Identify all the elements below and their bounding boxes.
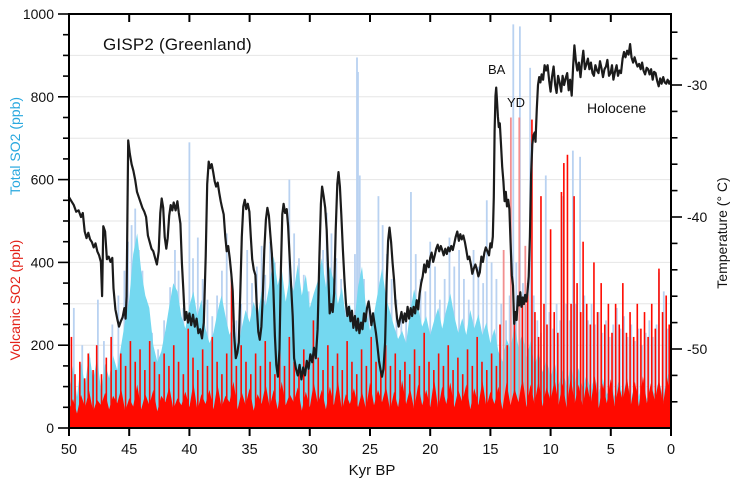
svg-text:50: 50 xyxy=(61,442,77,458)
svg-text:25: 25 xyxy=(362,442,378,458)
svg-text:5: 5 xyxy=(607,442,615,458)
right-axis-title-temperature: Temperature (° C) xyxy=(714,177,730,289)
svg-text:0: 0 xyxy=(667,442,675,458)
svg-text:-30: -30 xyxy=(687,77,707,93)
svg-text:10: 10 xyxy=(543,442,559,458)
left-axis-title-volcanic-so2: Volcanic SO2 (ppb) xyxy=(7,239,23,361)
x-axis-title: Kyr BP xyxy=(348,462,396,479)
svg-text:15: 15 xyxy=(482,442,498,458)
svg-text:40: 40 xyxy=(181,442,197,458)
svg-text:0: 0 xyxy=(46,420,54,436)
svg-text:600: 600 xyxy=(31,172,55,188)
chart-title: GISP2 (Greenland) xyxy=(103,35,252,54)
svg-text:-40: -40 xyxy=(687,209,707,225)
svg-text:30: 30 xyxy=(302,442,318,458)
svg-text:20: 20 xyxy=(422,442,438,458)
svg-text:1000: 1000 xyxy=(23,6,54,22)
annotation-holocene: Holocene xyxy=(587,100,647,116)
svg-text:35: 35 xyxy=(242,442,258,458)
svg-text:800: 800 xyxy=(31,89,55,105)
svg-text:400: 400 xyxy=(31,254,55,270)
annotation-yd: YD xyxy=(507,95,526,110)
svg-text:-50: -50 xyxy=(687,341,707,357)
svg-text:45: 45 xyxy=(121,442,137,458)
left-axis-title-total-so2: Total SO2 (ppb) xyxy=(7,96,23,196)
annotation-ba: BA xyxy=(488,62,506,77)
svg-text:200: 200 xyxy=(31,337,55,353)
